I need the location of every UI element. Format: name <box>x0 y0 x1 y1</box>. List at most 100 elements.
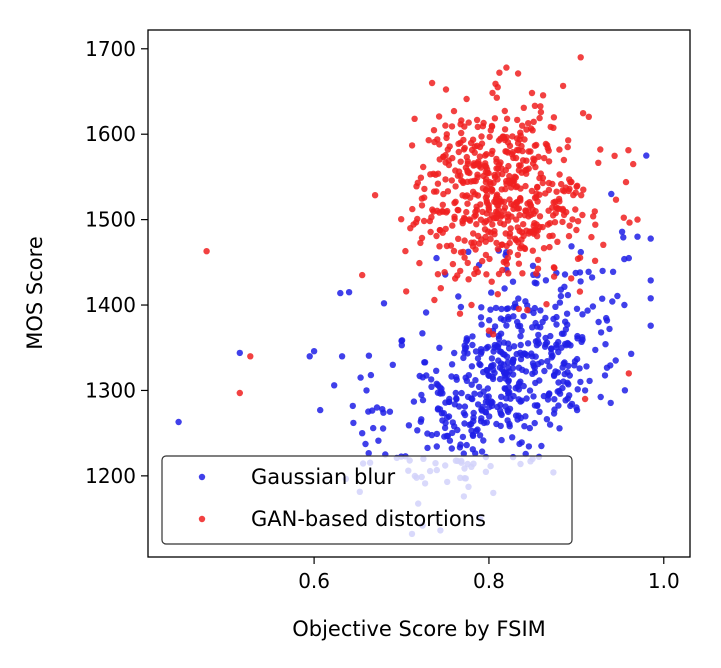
data-point-gan-based-distortions <box>565 137 572 144</box>
data-point-gan-based-distortions <box>486 216 493 223</box>
data-point-gan-based-distortions <box>533 233 541 240</box>
data-point-gaussian-blur <box>451 349 458 357</box>
data-point-gaussian-blur <box>537 324 544 331</box>
data-point-gaussian-blur <box>488 289 495 296</box>
data-point-gan-based-distortions <box>480 119 487 127</box>
data-point-gan-based-distortions <box>559 218 566 226</box>
data-point-gan-based-distortions <box>427 171 434 178</box>
data-point-gan-based-distortions <box>455 148 462 156</box>
data-point-gaussian-blur <box>512 385 519 392</box>
data-point-gan-based-distortions <box>442 122 449 129</box>
data-point-gan-based-distortions <box>436 209 443 216</box>
data-point-gaussian-blur <box>472 348 480 355</box>
data-point-gan-based-distortions <box>504 139 512 146</box>
data-point-gan-based-distortions <box>418 234 426 242</box>
data-point-gaussian-blur <box>601 372 609 379</box>
data-point-gan-based-distortions <box>550 273 558 280</box>
data-point-gaussian-blur <box>359 430 366 437</box>
data-point-gaussian-blur <box>509 364 517 372</box>
data-point-gan-based-distortions <box>457 121 464 128</box>
data-point-gaussian-blur <box>597 329 605 336</box>
x-tick-label: 1.0 <box>648 569 680 593</box>
data-point-gaussian-blur <box>620 234 627 241</box>
data-point-gan-based-distortions <box>442 176 449 183</box>
data-point-gan-based-distortions <box>512 237 520 244</box>
data-point-gan-based-distortions <box>572 206 579 213</box>
data-point-gaussian-blur <box>337 289 344 297</box>
data-point-gaussian-blur <box>461 403 469 410</box>
data-point-gan-based-distortions <box>525 165 532 172</box>
data-point-gan-based-distortions <box>531 102 539 110</box>
data-point-gaussian-blur <box>474 426 481 433</box>
data-point-gaussian-blur <box>464 336 471 344</box>
data-point-gaussian-blur <box>533 342 541 349</box>
data-point-gan-based-distortions <box>429 206 436 213</box>
data-point-gan-based-distortions <box>534 183 541 191</box>
data-point-gan-based-distortions <box>520 232 527 239</box>
data-point-gan-based-distortions <box>483 175 490 183</box>
data-point-gan-based-distortions <box>577 54 584 61</box>
data-point-gan-based-distortions <box>488 278 495 285</box>
data-point-gan-based-distortions <box>448 123 456 130</box>
data-point-gaussian-blur <box>515 295 522 302</box>
data-point-gan-based-distortions <box>564 143 571 151</box>
data-point-gan-based-distortions <box>492 80 499 88</box>
data-point-gan-based-distortions <box>579 211 586 219</box>
data-point-gan-based-distortions <box>597 146 604 153</box>
data-point-gaussian-blur <box>491 341 498 349</box>
data-point-gaussian-blur <box>469 333 476 340</box>
series-gan-based-distortions <box>203 54 641 403</box>
legend: Gaussian blur GAN-based distortions <box>161 455 573 545</box>
data-point-gan-based-distortions <box>482 251 490 259</box>
data-point-gan-based-distortions <box>466 217 474 224</box>
data-point-gaussian-blur <box>510 392 517 400</box>
x-axis-label: Objective Score by FSIM <box>292 617 546 641</box>
data-point-gaussian-blur <box>446 395 453 403</box>
data-point-gaussian-blur <box>581 387 589 394</box>
data-point-gaussian-blur <box>628 350 635 357</box>
data-point-gan-based-distortions <box>544 144 551 152</box>
data-point-gan-based-distortions <box>428 214 435 221</box>
data-point-gan-based-distortions <box>461 254 468 261</box>
data-point-gan-based-distortions <box>543 301 550 308</box>
data-point-gan-based-distortions <box>519 270 526 277</box>
data-point-gan-based-distortions <box>547 123 554 131</box>
data-point-gaussian-blur <box>455 293 462 300</box>
data-point-gan-based-distortions <box>611 152 618 159</box>
data-point-gaussian-blur <box>477 391 484 398</box>
data-point-gan-based-distortions <box>512 154 520 162</box>
data-point-gan-based-distortions <box>236 389 243 397</box>
data-point-gaussian-blur <box>502 403 509 410</box>
data-point-gan-based-distortions <box>476 153 484 160</box>
data-point-gaussian-blur <box>483 366 490 374</box>
data-point-gan-based-distortions <box>506 249 513 256</box>
data-point-gan-based-distortions <box>504 213 511 221</box>
data-point-gan-based-distortions <box>427 228 434 236</box>
data-point-gaussian-blur <box>561 370 568 378</box>
data-point-gan-based-distortions <box>247 353 254 360</box>
data-point-gaussian-blur <box>468 381 475 388</box>
data-point-gaussian-blur <box>419 374 426 381</box>
data-point-gaussian-blur <box>517 398 524 405</box>
data-point-gan-based-distortions <box>465 276 472 283</box>
data-point-gan-based-distortions <box>569 216 576 223</box>
data-point-gaussian-blur <box>317 406 324 414</box>
data-point-gaussian-blur <box>522 298 529 305</box>
points-layer <box>175 54 654 538</box>
data-point-gan-based-distortions <box>446 143 453 150</box>
data-point-gaussian-blur <box>478 321 485 328</box>
data-point-gaussian-blur <box>419 330 426 337</box>
data-point-gaussian-blur <box>471 390 478 397</box>
data-point-gan-based-distortions <box>458 129 465 137</box>
data-point-gan-based-distortions <box>472 265 480 272</box>
data-point-gan-based-distortions <box>433 232 440 240</box>
data-point-gan-based-distortions <box>436 156 443 163</box>
data-point-gaussian-blur <box>521 423 528 430</box>
data-point-gaussian-blur <box>557 292 565 300</box>
data-point-gan-based-distortions <box>519 122 526 129</box>
data-point-gaussian-blur <box>503 353 511 360</box>
data-point-gaussian-blur <box>424 430 431 437</box>
data-point-gaussian-blur <box>487 306 494 313</box>
data-point-gaussian-blur <box>618 228 626 235</box>
